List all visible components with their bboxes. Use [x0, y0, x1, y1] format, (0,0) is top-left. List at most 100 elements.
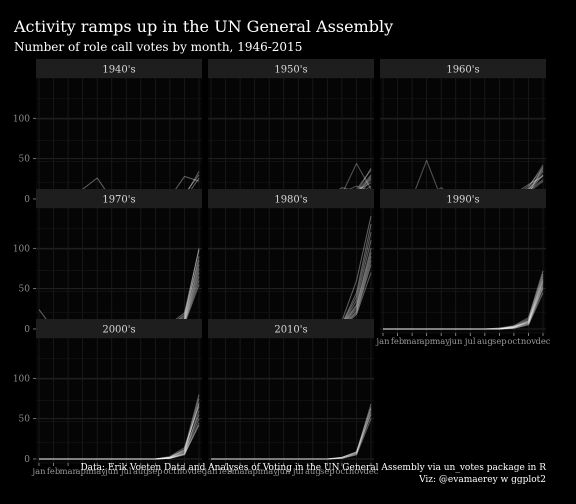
facet-panel: 1960's — [380, 59, 546, 204]
facet-grid: 1940's 0 50 100 1950's 1960's 1970's 0 50 100 1980… — [13, 59, 551, 476]
facet-strip — [208, 189, 374, 208]
y-tick-label: 100 — [13, 114, 30, 124]
x-tick-label: dec — [363, 466, 378, 476]
facet-label: 1980's — [274, 195, 307, 206]
x-tick-label: jun — [104, 466, 119, 476]
x-tick-label: apr — [75, 466, 89, 476]
x-tick-label: apr — [247, 466, 261, 476]
facet-panel: 1950's — [208, 59, 374, 204]
x-tick-label: dec — [535, 336, 550, 346]
facet-panel: 1970's 0 50 100 — [13, 189, 202, 335]
x-tick-label: may — [88, 466, 106, 476]
series-line — [39, 424, 200, 460]
facet-label: 1940's — [102, 65, 135, 76]
x-tick-label: dec — [191, 466, 206, 476]
x-tick-label: feb — [391, 336, 404, 346]
series-line — [211, 412, 372, 460]
series-line — [39, 406, 200, 460]
x-tick-label: jan — [204, 466, 219, 476]
facet-panel: 1940's 0 50 100 — [13, 59, 202, 205]
x-tick-label: apr — [419, 336, 433, 346]
series-line — [383, 288, 544, 330]
series-line — [383, 276, 544, 330]
x-tick-label: mar — [404, 336, 421, 346]
series-line — [211, 403, 372, 460]
x-tick-label: jun — [276, 466, 291, 476]
x-tick-label: feb — [219, 466, 232, 476]
facet-label: 1970's — [102, 195, 135, 206]
facet-strip — [36, 189, 202, 208]
y-tick-label: 50 — [19, 415, 31, 425]
series-line — [39, 398, 200, 460]
x-tick-label: aug — [305, 466, 321, 476]
x-tick-label: sep — [148, 466, 163, 476]
x-tick-label: may — [432, 336, 450, 346]
x-tick-label: nov — [177, 466, 192, 476]
x-tick-label: jan — [32, 466, 47, 476]
series-line — [39, 414, 200, 460]
facet-label: 1960's — [446, 65, 479, 76]
y-tick-label: 100 — [13, 374, 30, 384]
series-line — [383, 292, 544, 330]
series-line — [39, 394, 200, 460]
x-tick-label: mar — [60, 466, 77, 476]
series-line — [383, 278, 544, 330]
facet-label: 1990's — [446, 195, 479, 206]
x-tick-label: oct — [163, 466, 177, 476]
series-line — [211, 407, 372, 460]
series-line — [211, 408, 372, 460]
x-tick-label: nov — [521, 336, 536, 346]
series-line — [39, 410, 200, 460]
series-line — [39, 403, 200, 460]
x-tick-label: aug — [477, 336, 493, 346]
facet-label: 1950's — [274, 65, 307, 76]
series-line — [383, 280, 544, 330]
facet-strip — [208, 59, 374, 78]
series-line — [39, 422, 200, 460]
x-tick-label: jan — [376, 336, 391, 346]
facet-strip — [380, 59, 546, 78]
y-tick-label: 0 — [24, 455, 30, 465]
x-tick-label: feb — [47, 466, 60, 476]
x-tick-label: jul — [292, 466, 304, 476]
facet-strip — [36, 59, 202, 78]
series-line — [211, 418, 372, 460]
facet-strip — [380, 189, 546, 208]
facet-strip — [36, 319, 202, 338]
x-tick-label: jul — [464, 336, 476, 346]
caption-source: Data: Erik Voeten Data and Analyses of V… — [80, 463, 546, 473]
series-line — [383, 282, 544, 330]
x-tick-label: mar — [232, 466, 249, 476]
caption-viz: Viz: @evamaerey w ggplot2 — [418, 475, 546, 485]
y-tick-label: 0 — [24, 195, 30, 205]
x-tick-label: jun — [448, 336, 463, 346]
series-line — [383, 284, 544, 330]
y-tick-label: 50 — [19, 285, 31, 295]
series-line — [383, 273, 544, 330]
y-tick-label: 0 — [24, 325, 30, 335]
y-tick-label: 50 — [19, 155, 31, 165]
x-tick-label: nov — [349, 466, 364, 476]
chart-subtitle: Number of role call votes by month, 1946… — [14, 40, 302, 54]
facet-label: 2010's — [274, 325, 307, 336]
x-tick-label: may — [260, 466, 278, 476]
series-line — [39, 402, 200, 460]
facet-panel: 1980's — [208, 189, 374, 334]
series-line — [211, 414, 372, 460]
series-line — [383, 270, 544, 330]
x-tick-label: sep — [320, 466, 335, 476]
series-line — [383, 286, 544, 330]
x-tick-label: oct — [335, 466, 349, 476]
x-tick-label: oct — [507, 336, 521, 346]
y-tick-label: 100 — [13, 244, 30, 254]
facet-label: 2000's — [102, 325, 135, 336]
series-line — [39, 418, 200, 460]
x-tick-label: jul — [120, 466, 132, 476]
facet-strip — [208, 319, 374, 338]
x-tick-label: aug — [133, 466, 149, 476]
chart-title: Activity ramps up in the UN General Asse… — [13, 17, 393, 36]
